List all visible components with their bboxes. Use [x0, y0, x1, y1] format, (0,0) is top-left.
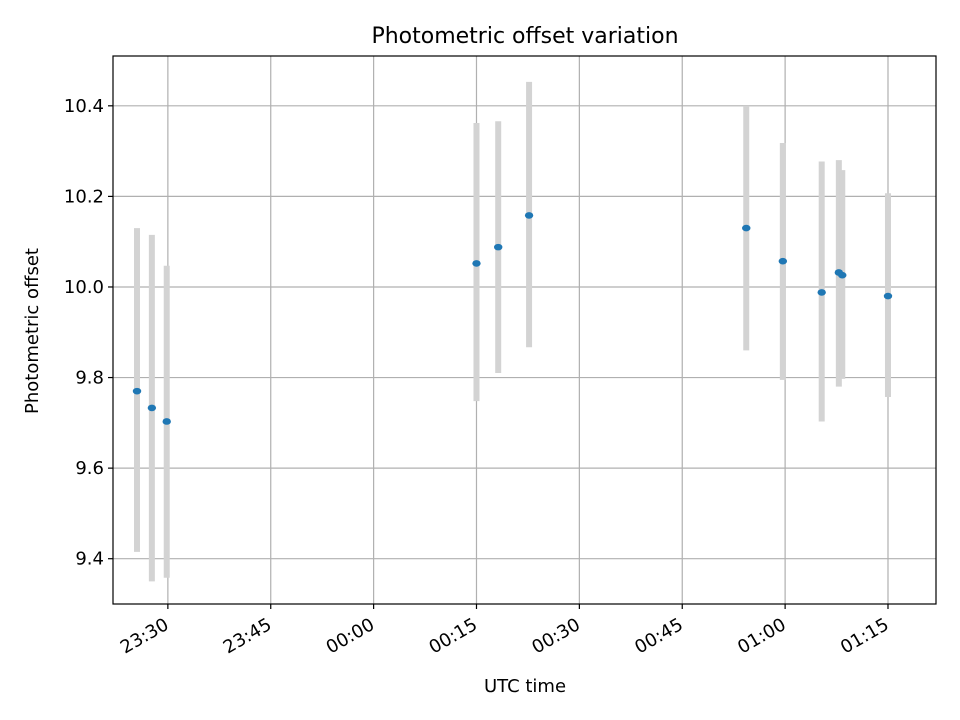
x-tick-label: 23:45 — [220, 614, 275, 658]
x-axis-ticks: 23:30 23:45 00:00 00:15 00:30 00:45 01:00 01:15 — [117, 604, 892, 658]
y-tick-label: 10.4 — [64, 96, 104, 117]
chart-title: Photometric offset variation — [371, 24, 678, 49]
y-axis-label: Photometric offset — [22, 248, 43, 414]
grid — [113, 56, 936, 604]
data-point — [472, 260, 481, 267]
y-tick-label: 9.6 — [75, 458, 104, 479]
x-tick-label: 01:00 — [734, 614, 789, 658]
x-axis-label: UTC time — [484, 676, 566, 697]
data-point — [778, 257, 788, 265]
data-point — [817, 289, 826, 296]
x-tick-label: 00:15 — [426, 614, 481, 658]
y-tick-label: 9.4 — [75, 549, 104, 570]
data-point — [883, 292, 893, 300]
y-tick-label: 10.2 — [64, 186, 104, 207]
data-point — [162, 418, 171, 425]
x-tick-label: 00:45 — [631, 614, 686, 658]
y-axis-ticks: 9.4 9.6 9.8 10.0 10.2 10.4 — [64, 96, 113, 570]
data-point — [132, 387, 142, 395]
data-point — [147, 404, 157, 412]
y-tick-label: 9.8 — [75, 368, 104, 389]
y-tick-label: 10.0 — [64, 277, 104, 298]
data-point — [742, 224, 751, 232]
data-point — [494, 243, 503, 251]
data-point — [838, 271, 847, 279]
x-tick-label: 00:30 — [528, 614, 583, 658]
plot-frame — [112, 55, 937, 605]
data-point — [524, 212, 534, 219]
x-tick-label: 23:30 — [117, 614, 172, 658]
data-points — [132, 212, 893, 425]
x-tick-label: 01:15 — [837, 614, 892, 658]
x-tick-label: 00:00 — [323, 614, 378, 658]
error-bars — [134, 81, 891, 582]
